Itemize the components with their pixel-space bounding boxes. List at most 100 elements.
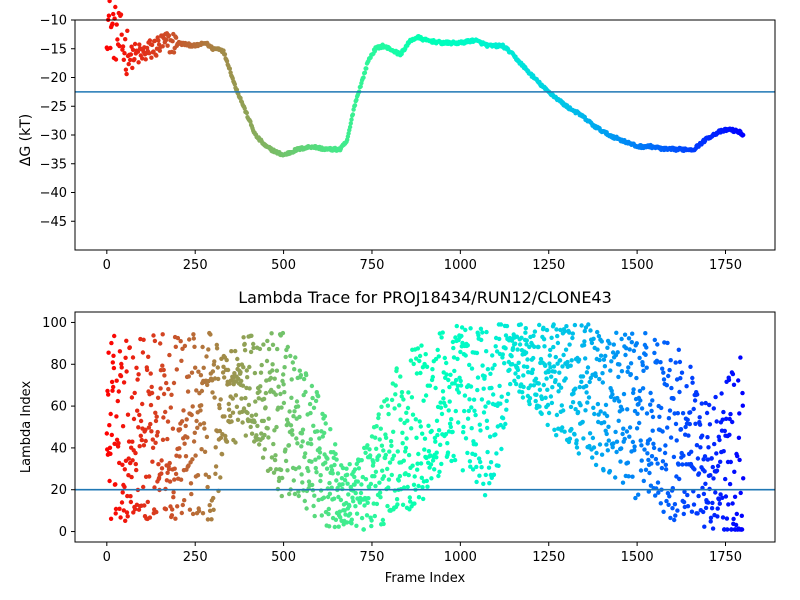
lambda-point (283, 447, 288, 452)
lambda-point (205, 382, 210, 388)
lambda-point (293, 466, 298, 472)
lambda-point (520, 395, 526, 400)
lambda-point (726, 377, 732, 383)
lambda-point (497, 383, 502, 389)
dg-point (107, 0, 112, 4)
lambda-point (206, 347, 211, 352)
lambda-point (317, 450, 323, 455)
lambda-point (625, 369, 630, 374)
lambda-point (553, 354, 558, 360)
lambda-point (247, 364, 252, 370)
lambda-point (378, 426, 383, 431)
lambda-point (560, 364, 565, 369)
lambda-point (528, 383, 533, 388)
lambda-point (377, 437, 382, 442)
lambda-point (738, 355, 743, 360)
lambda-point (665, 425, 670, 430)
lambda-point (351, 499, 356, 504)
lambda-point (694, 443, 700, 448)
lambda-point (107, 478, 112, 484)
lambda-point (373, 469, 379, 474)
lambda-point (541, 325, 546, 330)
lambda-point (291, 478, 296, 483)
lambda-point (165, 419, 171, 424)
lambda-point (241, 335, 246, 340)
lambda-point (424, 364, 430, 369)
dg-point (741, 132, 746, 138)
lambda-point (169, 513, 175, 518)
lambda-point (156, 462, 161, 467)
lambda-point (285, 468, 290, 473)
x-tick-label: 750 (360, 550, 385, 565)
lambda-point (432, 435, 438, 441)
lambda-point (354, 523, 359, 528)
lambda-point (149, 429, 154, 434)
lambda-point (439, 411, 445, 417)
lambda-point (329, 467, 335, 473)
lambda-point (666, 416, 672, 421)
lambda-point (640, 386, 646, 391)
lambda-point (703, 400, 708, 406)
lambda-point (469, 366, 475, 371)
lambda-point (667, 367, 672, 373)
lambda-point (622, 436, 627, 442)
lambda-point (500, 352, 505, 357)
lambda-point (272, 457, 278, 463)
lambda-point (155, 429, 160, 435)
lambda-point (461, 424, 466, 430)
dg-point (128, 52, 134, 57)
lambda-point (182, 343, 188, 349)
lambda-point (446, 408, 451, 413)
dg-point (123, 37, 128, 42)
lambda-point (711, 476, 716, 481)
lambda-point (587, 379, 592, 385)
lambda-point (448, 372, 453, 377)
y-tick-label: −40 (40, 186, 67, 201)
lambda-point (498, 401, 503, 406)
lambda-point (672, 411, 677, 416)
dg-point (136, 60, 141, 65)
lambda-point (149, 390, 155, 396)
lambda-point (347, 462, 352, 467)
lambda-point (668, 358, 673, 363)
dg-point (106, 13, 112, 18)
dg-point (347, 124, 353, 130)
lambda-point (207, 508, 213, 513)
lambda-point (211, 495, 216, 501)
lambda-point (582, 328, 587, 334)
lambda-point (233, 440, 238, 445)
lambda-point (287, 409, 292, 414)
lambda-point (199, 388, 205, 394)
lambda-point (554, 412, 560, 418)
lambda-point (433, 356, 439, 362)
lambda-point (226, 407, 232, 412)
lambda-point (447, 399, 452, 404)
lambda-point (730, 419, 735, 425)
lambda-point (339, 476, 345, 481)
lambda-point (516, 374, 521, 380)
lambda-point (123, 518, 128, 523)
lambda-point (263, 390, 269, 396)
lambda-point (453, 408, 458, 414)
lambda-point (391, 429, 396, 434)
lambda-point (140, 401, 145, 407)
lambda-point (558, 385, 564, 390)
lambda-point (145, 499, 150, 505)
lambda-point (303, 389, 308, 395)
lambda-point (256, 396, 261, 401)
lambda-point (434, 450, 439, 455)
lambda-point (311, 405, 317, 410)
lambda-point (150, 445, 156, 450)
lambda-point (219, 452, 225, 457)
lambda-point (202, 426, 207, 431)
lambda-point (196, 369, 201, 374)
lambda-point (247, 386, 252, 391)
lambda-point (384, 397, 389, 402)
lambda-point (440, 389, 446, 394)
lambda-point (401, 458, 406, 463)
lambda-point (551, 322, 556, 327)
lambda-point (380, 517, 386, 523)
lambda-point (663, 467, 669, 472)
lambda-point (214, 342, 219, 348)
lambda-point (433, 439, 438, 444)
